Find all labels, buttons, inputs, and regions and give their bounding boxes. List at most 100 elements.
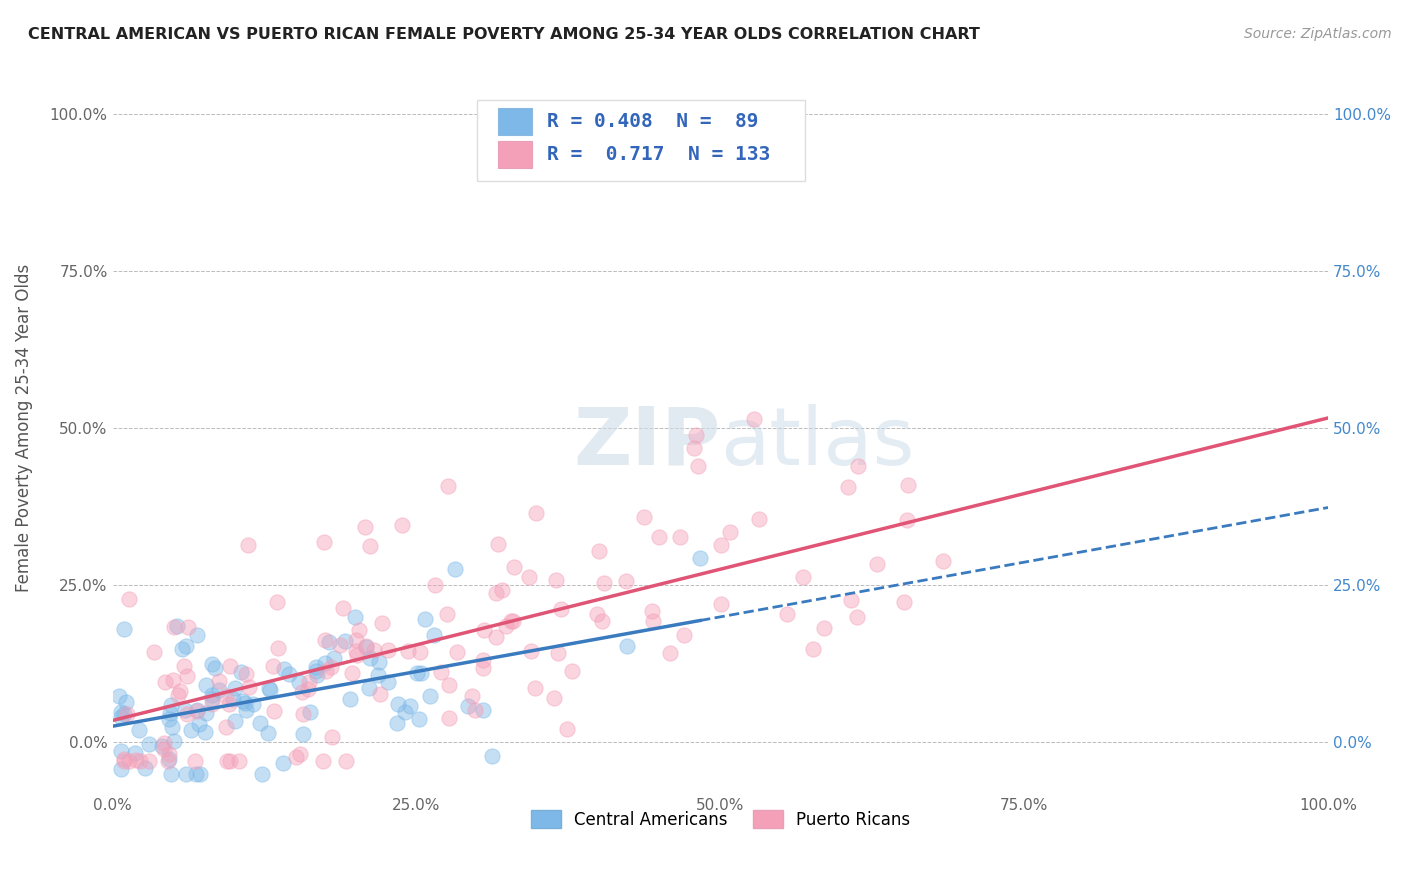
- Text: atlas: atlas: [720, 404, 915, 482]
- Point: [485, 586, 508, 600]
- Point: [112, 754, 135, 768]
- Point: [391, 518, 413, 533]
- Point: [748, 511, 770, 525]
- Point: [291, 707, 314, 722]
- Point: [115, 706, 138, 721]
- Point: [110, 744, 132, 758]
- Point: [616, 639, 638, 653]
- Point: [359, 539, 381, 553]
- Point: [107, 689, 129, 703]
- Point: [517, 569, 540, 583]
- Point: [174, 767, 197, 781]
- Point: [520, 643, 543, 657]
- Point: [208, 682, 231, 697]
- Point: [897, 478, 920, 492]
- Point: [368, 655, 391, 669]
- Point: [110, 705, 132, 719]
- Point: [387, 697, 409, 711]
- Point: [405, 665, 427, 680]
- Point: [134, 761, 156, 775]
- Bar: [498, 108, 531, 136]
- Point: [547, 646, 569, 660]
- Text: Source: ZipAtlas.com: Source: ZipAtlas.com: [1244, 27, 1392, 41]
- Point: [155, 674, 177, 689]
- Point: [323, 650, 346, 665]
- Point: [399, 698, 422, 713]
- Point: [718, 524, 741, 539]
- Point: [305, 664, 328, 678]
- Text: CENTRAL AMERICAN VS PUERTO RICAN FEMALE POVERTY AMONG 25-34 YEAR OLDS CORRELATIO: CENTRAL AMERICAN VS PUERTO RICAN FEMALE …: [28, 27, 980, 42]
- Point: [408, 712, 430, 726]
- Point: [180, 723, 202, 737]
- Point: [347, 624, 370, 638]
- Point: [150, 739, 173, 753]
- Point: [792, 570, 814, 584]
- Point: [524, 681, 547, 696]
- Point: [238, 681, 260, 695]
- Point: [233, 696, 256, 710]
- Point: [157, 712, 180, 726]
- Point: [184, 754, 207, 768]
- Point: [332, 601, 354, 615]
- Point: [257, 681, 280, 696]
- Point: [194, 725, 217, 739]
- Point: [495, 619, 517, 633]
- Point: [643, 614, 665, 628]
- Point: [298, 675, 321, 690]
- Point: [238, 538, 260, 552]
- Point: [112, 707, 135, 722]
- Point: [385, 716, 408, 731]
- Point: [187, 716, 209, 731]
- Point: [368, 687, 391, 701]
- Point: [846, 610, 869, 624]
- Point: [176, 620, 198, 634]
- Point: [614, 574, 637, 588]
- Point: [543, 691, 565, 706]
- Point: [648, 531, 671, 545]
- Point: [673, 628, 696, 642]
- Point: [377, 643, 399, 657]
- Point: [219, 754, 242, 768]
- Point: [176, 706, 198, 721]
- Point: [343, 609, 366, 624]
- Text: R =  0.717  N = 133: R = 0.717 N = 133: [547, 145, 769, 164]
- Point: [481, 749, 503, 764]
- Point: [436, 607, 458, 621]
- Point: [363, 643, 385, 657]
- Point: [357, 681, 380, 696]
- Point: [201, 692, 224, 706]
- Point: [173, 658, 195, 673]
- Point: [471, 702, 494, 716]
- Point: [159, 706, 181, 720]
- Point: [235, 703, 257, 717]
- Point: [169, 684, 191, 698]
- Point: [138, 754, 160, 768]
- Point: [314, 657, 336, 671]
- Point: [153, 736, 176, 750]
- Point: [215, 754, 238, 768]
- Point: [742, 411, 765, 425]
- Point: [201, 688, 224, 702]
- Point: [356, 639, 378, 653]
- Point: [174, 703, 197, 717]
- Bar: [498, 141, 531, 169]
- Point: [710, 597, 733, 611]
- Point: [163, 620, 186, 634]
- Point: [312, 754, 335, 768]
- Point: [837, 480, 859, 494]
- Point: [408, 645, 430, 659]
- Point: [291, 685, 314, 699]
- Text: R = 0.408  N =  89: R = 0.408 N = 89: [547, 112, 758, 131]
- Point: [186, 767, 208, 781]
- Point: [377, 674, 399, 689]
- Point: [471, 661, 494, 675]
- Point: [160, 720, 183, 734]
- Point: [110, 710, 132, 724]
- Point: [394, 706, 416, 720]
- Point: [112, 752, 135, 766]
- Point: [318, 635, 340, 649]
- Point: [444, 562, 467, 576]
- Point: [299, 706, 322, 720]
- Point: [284, 750, 307, 764]
- Point: [242, 698, 264, 712]
